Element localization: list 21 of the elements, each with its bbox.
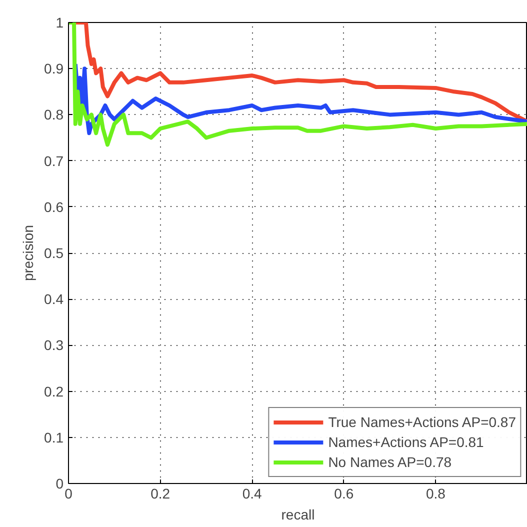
x-tick-label: 0.8	[426, 486, 446, 502]
legend-label: No Names AP=0.78	[328, 454, 452, 470]
y-tick-label: 0.9	[44, 60, 64, 77]
y-axis-title: precision	[20, 224, 36, 282]
y-tick-label: 0.7	[44, 152, 64, 169]
x-tick-label: 0.2	[150, 486, 170, 502]
line-series	[68, 22, 527, 147]
y-tick-label: 1	[56, 14, 64, 30]
y-tick-label: 0	[56, 476, 64, 492]
y-tick-label: 0.6	[44, 198, 64, 215]
y-tick-label: 0.2	[44, 383, 64, 400]
x-tick-label: 0.4	[242, 486, 262, 502]
y-tick-label: 0.3	[44, 337, 64, 354]
y-tick-label: 0.4	[44, 291, 64, 308]
y-tick-label: 0.8	[44, 106, 64, 123]
y-tick-label: 0.5	[44, 245, 64, 261]
legend-label: Names+Actions AP=0.81	[328, 434, 484, 450]
legend-label: True Names+Actions AP=0.87	[328, 414, 516, 430]
y-tick-label: 0.1	[44, 429, 64, 446]
x-tick-label: 0.6	[334, 486, 354, 502]
x-axis-title: recall	[281, 506, 315, 522]
